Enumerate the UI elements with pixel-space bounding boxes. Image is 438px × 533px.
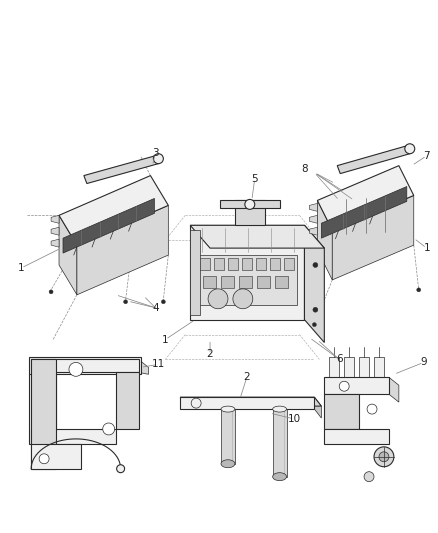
Polygon shape bbox=[180, 397, 321, 406]
Circle shape bbox=[245, 199, 255, 209]
Polygon shape bbox=[31, 359, 56, 469]
Text: 7: 7 bbox=[424, 151, 430, 161]
Polygon shape bbox=[270, 258, 279, 270]
Circle shape bbox=[312, 322, 316, 327]
Text: 2: 2 bbox=[207, 350, 213, 359]
Polygon shape bbox=[344, 358, 354, 377]
Circle shape bbox=[374, 447, 394, 467]
Text: 9: 9 bbox=[420, 358, 427, 367]
Polygon shape bbox=[228, 258, 238, 270]
Polygon shape bbox=[283, 258, 293, 270]
Polygon shape bbox=[337, 146, 410, 174]
Polygon shape bbox=[77, 205, 168, 295]
Polygon shape bbox=[190, 225, 304, 320]
Circle shape bbox=[124, 300, 127, 304]
Polygon shape bbox=[324, 429, 389, 444]
Polygon shape bbox=[314, 397, 321, 418]
Polygon shape bbox=[51, 215, 59, 223]
Ellipse shape bbox=[221, 460, 235, 468]
Polygon shape bbox=[359, 358, 369, 377]
Text: 10: 10 bbox=[288, 414, 301, 424]
Polygon shape bbox=[309, 204, 318, 212]
Text: 5: 5 bbox=[251, 174, 258, 183]
Text: 4: 4 bbox=[152, 303, 159, 313]
Polygon shape bbox=[256, 258, 266, 270]
Polygon shape bbox=[29, 374, 56, 444]
Text: 3: 3 bbox=[152, 148, 159, 158]
Circle shape bbox=[364, 472, 374, 482]
Polygon shape bbox=[84, 156, 159, 183]
Polygon shape bbox=[318, 166, 414, 230]
Polygon shape bbox=[63, 198, 155, 253]
Text: 2: 2 bbox=[244, 372, 250, 382]
Polygon shape bbox=[324, 377, 389, 394]
Circle shape bbox=[161, 300, 165, 304]
Polygon shape bbox=[309, 215, 318, 223]
Ellipse shape bbox=[273, 473, 286, 481]
Circle shape bbox=[153, 154, 163, 164]
Ellipse shape bbox=[273, 406, 286, 412]
Circle shape bbox=[405, 144, 415, 154]
Polygon shape bbox=[59, 175, 168, 245]
Polygon shape bbox=[59, 215, 77, 295]
Circle shape bbox=[49, 290, 53, 294]
Polygon shape bbox=[31, 444, 81, 469]
Polygon shape bbox=[203, 276, 216, 288]
Circle shape bbox=[191, 398, 201, 408]
Circle shape bbox=[233, 289, 253, 309]
Polygon shape bbox=[31, 359, 138, 373]
Polygon shape bbox=[329, 358, 339, 377]
Polygon shape bbox=[389, 377, 399, 402]
Polygon shape bbox=[332, 196, 414, 280]
Polygon shape bbox=[200, 258, 210, 270]
Circle shape bbox=[313, 263, 318, 268]
Polygon shape bbox=[116, 373, 138, 429]
Polygon shape bbox=[190, 225, 324, 248]
Polygon shape bbox=[374, 358, 384, 377]
Circle shape bbox=[339, 381, 349, 391]
Text: 1: 1 bbox=[424, 243, 430, 253]
Polygon shape bbox=[273, 409, 286, 477]
Polygon shape bbox=[309, 227, 318, 235]
Text: 1: 1 bbox=[18, 263, 25, 273]
Polygon shape bbox=[51, 239, 59, 247]
Polygon shape bbox=[221, 276, 234, 288]
Text: 6: 6 bbox=[336, 354, 343, 365]
Polygon shape bbox=[29, 358, 141, 374]
Polygon shape bbox=[304, 225, 324, 343]
Polygon shape bbox=[31, 429, 116, 444]
Polygon shape bbox=[275, 276, 288, 288]
Circle shape bbox=[313, 307, 318, 312]
Polygon shape bbox=[321, 187, 407, 238]
Polygon shape bbox=[138, 359, 148, 374]
Text: 8: 8 bbox=[301, 164, 308, 174]
Circle shape bbox=[69, 362, 83, 376]
Polygon shape bbox=[51, 227, 59, 235]
Polygon shape bbox=[190, 230, 200, 314]
Polygon shape bbox=[257, 276, 270, 288]
Circle shape bbox=[117, 465, 124, 473]
Ellipse shape bbox=[221, 406, 235, 412]
Circle shape bbox=[417, 288, 421, 292]
Polygon shape bbox=[180, 397, 314, 409]
Polygon shape bbox=[214, 258, 224, 270]
Polygon shape bbox=[221, 409, 235, 464]
Text: 1: 1 bbox=[162, 335, 169, 344]
Polygon shape bbox=[239, 276, 252, 288]
Polygon shape bbox=[324, 394, 359, 429]
Circle shape bbox=[367, 404, 377, 414]
Polygon shape bbox=[235, 200, 265, 225]
Circle shape bbox=[208, 289, 228, 309]
Circle shape bbox=[39, 454, 49, 464]
Polygon shape bbox=[220, 200, 279, 208]
Text: 11: 11 bbox=[152, 359, 165, 369]
Circle shape bbox=[103, 423, 115, 435]
Polygon shape bbox=[242, 258, 252, 270]
Polygon shape bbox=[197, 255, 297, 305]
Polygon shape bbox=[318, 200, 332, 280]
Circle shape bbox=[379, 452, 389, 462]
